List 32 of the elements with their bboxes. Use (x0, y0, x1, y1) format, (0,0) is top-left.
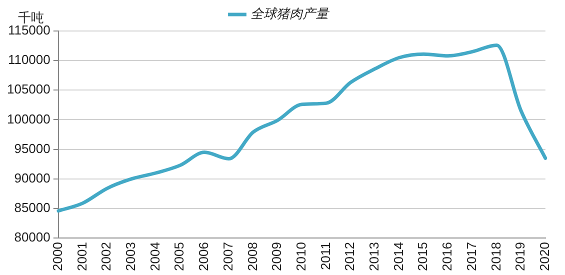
y-tick-label: 100000 (6, 111, 50, 126)
x-tick-label: 2009 (269, 242, 284, 271)
x-tick-label: 2013 (366, 242, 382, 271)
y-tick-label: 85000 (14, 200, 50, 216)
x-tick-label: 2018 (488, 242, 504, 271)
x-tick-label: 2019 (512, 242, 528, 271)
x-tick-label: 2014 (390, 242, 406, 271)
x-tick-label: 2020 (536, 242, 552, 271)
x-tick-label: 2012 (342, 242, 358, 271)
y-tick-label: 115000 (8, 22, 50, 38)
y-axis-title: 千吨 (18, 10, 44, 26)
y-tick-label: 80000 (14, 230, 50, 245)
x-tick-label: 2001 (74, 242, 90, 271)
legend-label: 全球猪肉产量 (250, 6, 330, 22)
x-tick-label: 2004 (147, 242, 162, 271)
y-tick-label: 110000 (8, 52, 50, 68)
x-tick-label: 2011 (318, 242, 333, 270)
x-tick-label: 2000 (50, 242, 65, 271)
x-tick-label: 2015 (415, 242, 430, 271)
line-series (56, 43, 548, 213)
x-tick-label: 2017 (464, 242, 479, 271)
x-tick-label: 2002 (98, 242, 114, 271)
x-tick-label: 2006 (196, 242, 212, 271)
x-tick-label: 2003 (123, 242, 138, 271)
x-tick-label: 2010 (293, 242, 308, 271)
x-tick-label: 2007 (220, 242, 236, 271)
y-tick-label: 90000 (14, 170, 50, 186)
x-tick-label: 2016 (440, 242, 455, 271)
x-tick-label: 2008 (244, 242, 260, 271)
y-tick-label: 105000 (6, 82, 50, 97)
x-tick-label: 2005 (172, 242, 187, 271)
y-tick-label: 95000 (14, 140, 50, 156)
